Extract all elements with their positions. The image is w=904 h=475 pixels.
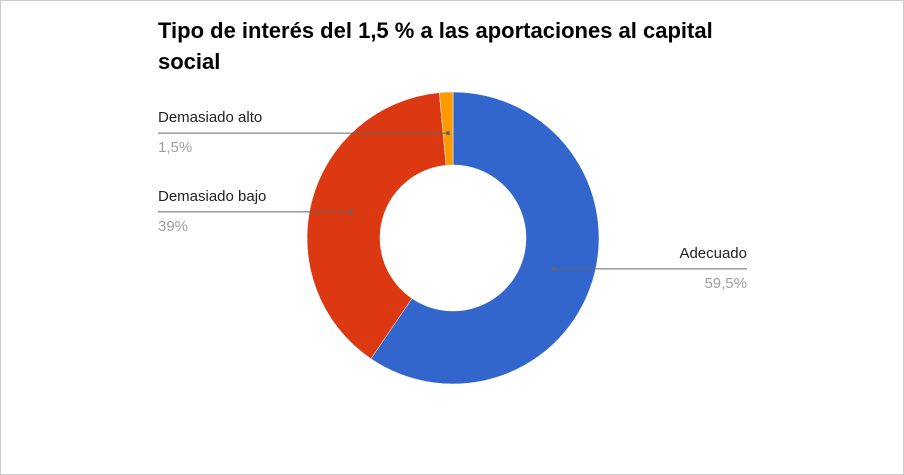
chart-title: Tipo de interés del 1,5 % a las aportaci… <box>158 18 713 74</box>
donut-slice <box>438 91 454 166</box>
slice-label: Adecuado <box>679 245 747 262</box>
leader-dot <box>349 209 354 214</box>
slice-value-label: 1,5% <box>158 139 192 156</box>
donut-slice <box>306 92 447 360</box>
slice-label: Demasiado bajo <box>158 188 266 205</box>
donut-slice <box>370 91 600 385</box>
slice-label: Demasiado alto <box>158 109 262 126</box>
slice-value-label: 39% <box>158 218 188 235</box>
slice-value-label: 59,5% <box>704 275 747 292</box>
leader-dot <box>446 131 451 136</box>
leader-dot <box>551 266 556 271</box>
